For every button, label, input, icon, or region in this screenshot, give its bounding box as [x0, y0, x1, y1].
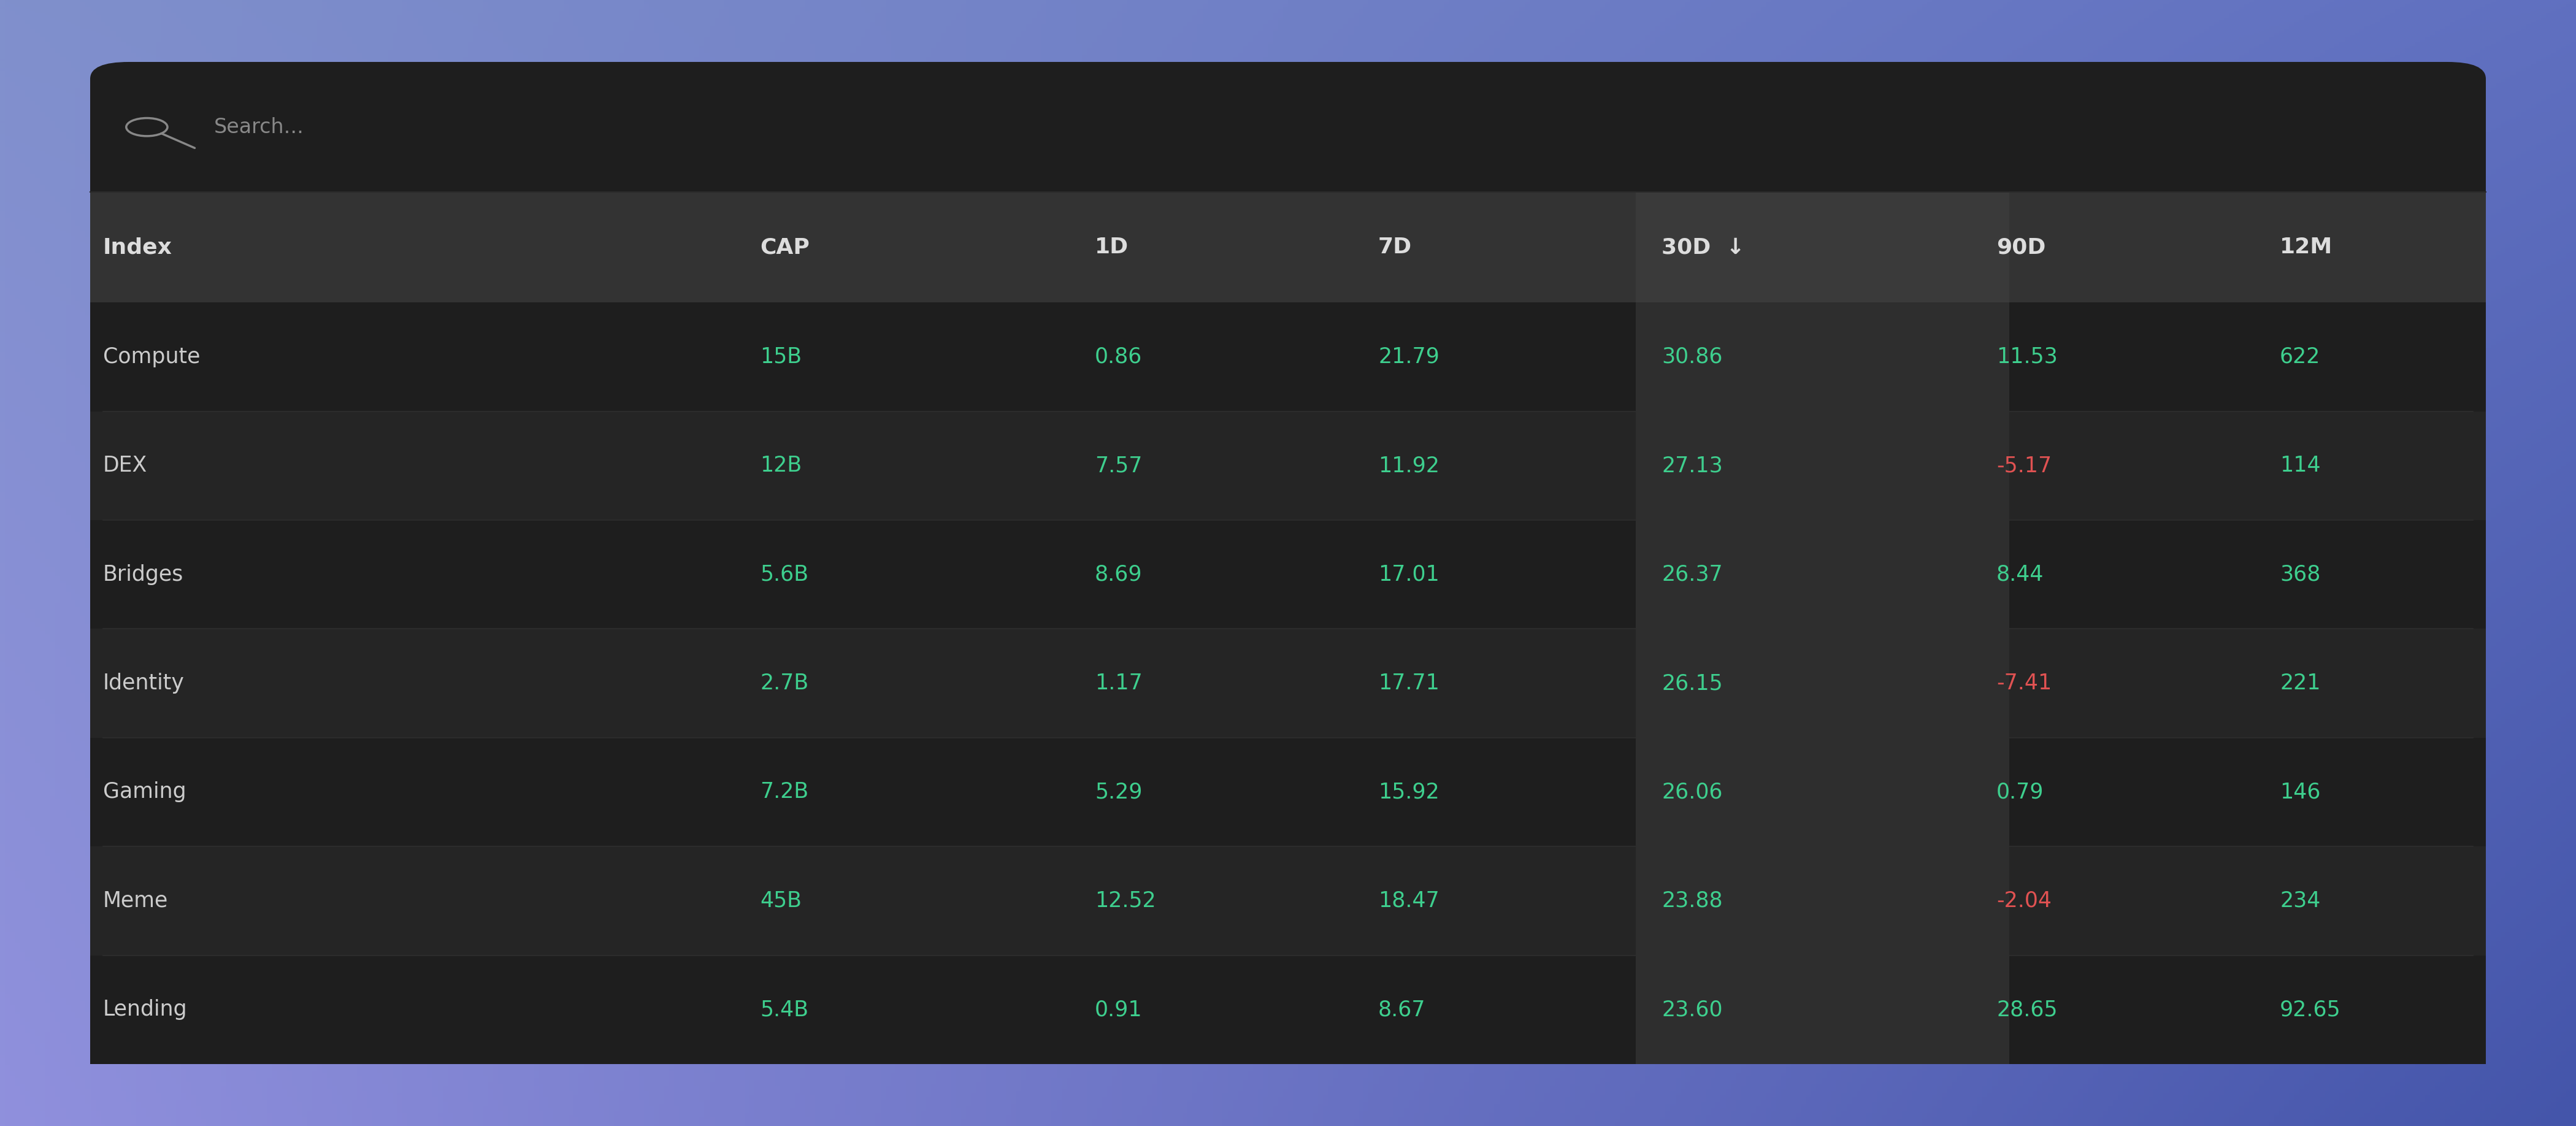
Text: 15.92: 15.92	[1378, 781, 1440, 803]
Text: Lending: Lending	[103, 999, 188, 1020]
Text: 1.17: 1.17	[1095, 673, 1144, 694]
Text: 622: 622	[2280, 347, 2321, 367]
Text: 26.37: 26.37	[1662, 564, 1723, 584]
Bar	[1636, 193, 2009, 303]
Text: 1D: 1D	[1095, 236, 1128, 258]
Bar	[90, 193, 2486, 303]
Text: 26.15: 26.15	[1662, 673, 1723, 694]
Text: 5.29: 5.29	[1095, 781, 1141, 803]
Text: 18.47: 18.47	[1378, 891, 1440, 911]
Text: 7.2B: 7.2B	[760, 781, 809, 803]
Bar	[90, 411, 2486, 520]
Bar	[1636, 411, 2009, 520]
Text: 5.6B: 5.6B	[760, 564, 809, 584]
Text: 17.01: 17.01	[1378, 564, 1440, 584]
Text: 21.79: 21.79	[1378, 347, 1440, 367]
Text: Index: Index	[103, 236, 173, 258]
Text: 146: 146	[2280, 781, 2321, 803]
Text: DEX: DEX	[103, 455, 147, 476]
Bar	[90, 738, 2486, 847]
Text: 0.91: 0.91	[1095, 999, 1141, 1020]
Bar	[90, 520, 2486, 628]
Text: Compute: Compute	[103, 347, 201, 367]
Text: 8.44: 8.44	[1996, 564, 2043, 584]
Bar	[1636, 303, 2009, 411]
Bar	[1636, 520, 2009, 628]
Text: CAP: CAP	[760, 236, 809, 258]
Text: 45B: 45B	[760, 891, 801, 911]
Text: 368: 368	[2280, 564, 2321, 584]
Bar	[90, 628, 2486, 738]
Text: 0.79: 0.79	[1996, 781, 2043, 803]
Bar	[90, 955, 2486, 1064]
Bar	[1636, 628, 2009, 738]
Text: 7.57: 7.57	[1095, 455, 1141, 476]
Text: Meme: Meme	[103, 891, 167, 911]
Text: 23.88: 23.88	[1662, 891, 1723, 911]
Bar	[1636, 847, 2009, 955]
Text: 11.53: 11.53	[1996, 347, 2058, 367]
Text: 27.13: 27.13	[1662, 455, 1723, 476]
Bar	[90, 847, 2486, 955]
Text: 234: 234	[2280, 891, 2321, 911]
Text: 30D  ↓: 30D ↓	[1662, 236, 1744, 258]
Text: 12B: 12B	[760, 455, 801, 476]
Text: 23.60: 23.60	[1662, 999, 1723, 1020]
Text: Search...: Search...	[214, 117, 304, 137]
FancyBboxPatch shape	[90, 62, 2486, 1064]
Text: 8.69: 8.69	[1095, 564, 1141, 584]
Bar	[1636, 955, 2009, 1064]
Text: Gaming: Gaming	[103, 781, 185, 803]
Text: 8.67: 8.67	[1378, 999, 1425, 1020]
Text: 7D: 7D	[1378, 236, 1412, 258]
Text: 11.92: 11.92	[1378, 455, 1440, 476]
Bar	[90, 303, 2486, 411]
Text: -5.17: -5.17	[1996, 455, 2050, 476]
Text: 92.65: 92.65	[2280, 999, 2342, 1020]
Text: 17.71: 17.71	[1378, 673, 1440, 694]
Text: 2.7B: 2.7B	[760, 673, 809, 694]
Text: 5.4B: 5.4B	[760, 999, 809, 1020]
Text: 12M: 12M	[2280, 236, 2334, 258]
Bar	[1636, 738, 2009, 847]
Text: Identity: Identity	[103, 673, 185, 694]
Text: 12.52: 12.52	[1095, 891, 1157, 911]
Text: 221: 221	[2280, 673, 2321, 694]
Text: 114: 114	[2280, 455, 2321, 476]
Text: 26.06: 26.06	[1662, 781, 1723, 803]
Text: -7.41: -7.41	[1996, 673, 2050, 694]
Text: 15B: 15B	[760, 347, 801, 367]
Text: 28.65: 28.65	[1996, 999, 2058, 1020]
Text: -2.04: -2.04	[1996, 891, 2050, 911]
Text: Bridges: Bridges	[103, 564, 183, 584]
Text: 30.86: 30.86	[1662, 347, 1723, 367]
Text: 0.86: 0.86	[1095, 347, 1141, 367]
Text: 90D: 90D	[1996, 236, 2045, 258]
